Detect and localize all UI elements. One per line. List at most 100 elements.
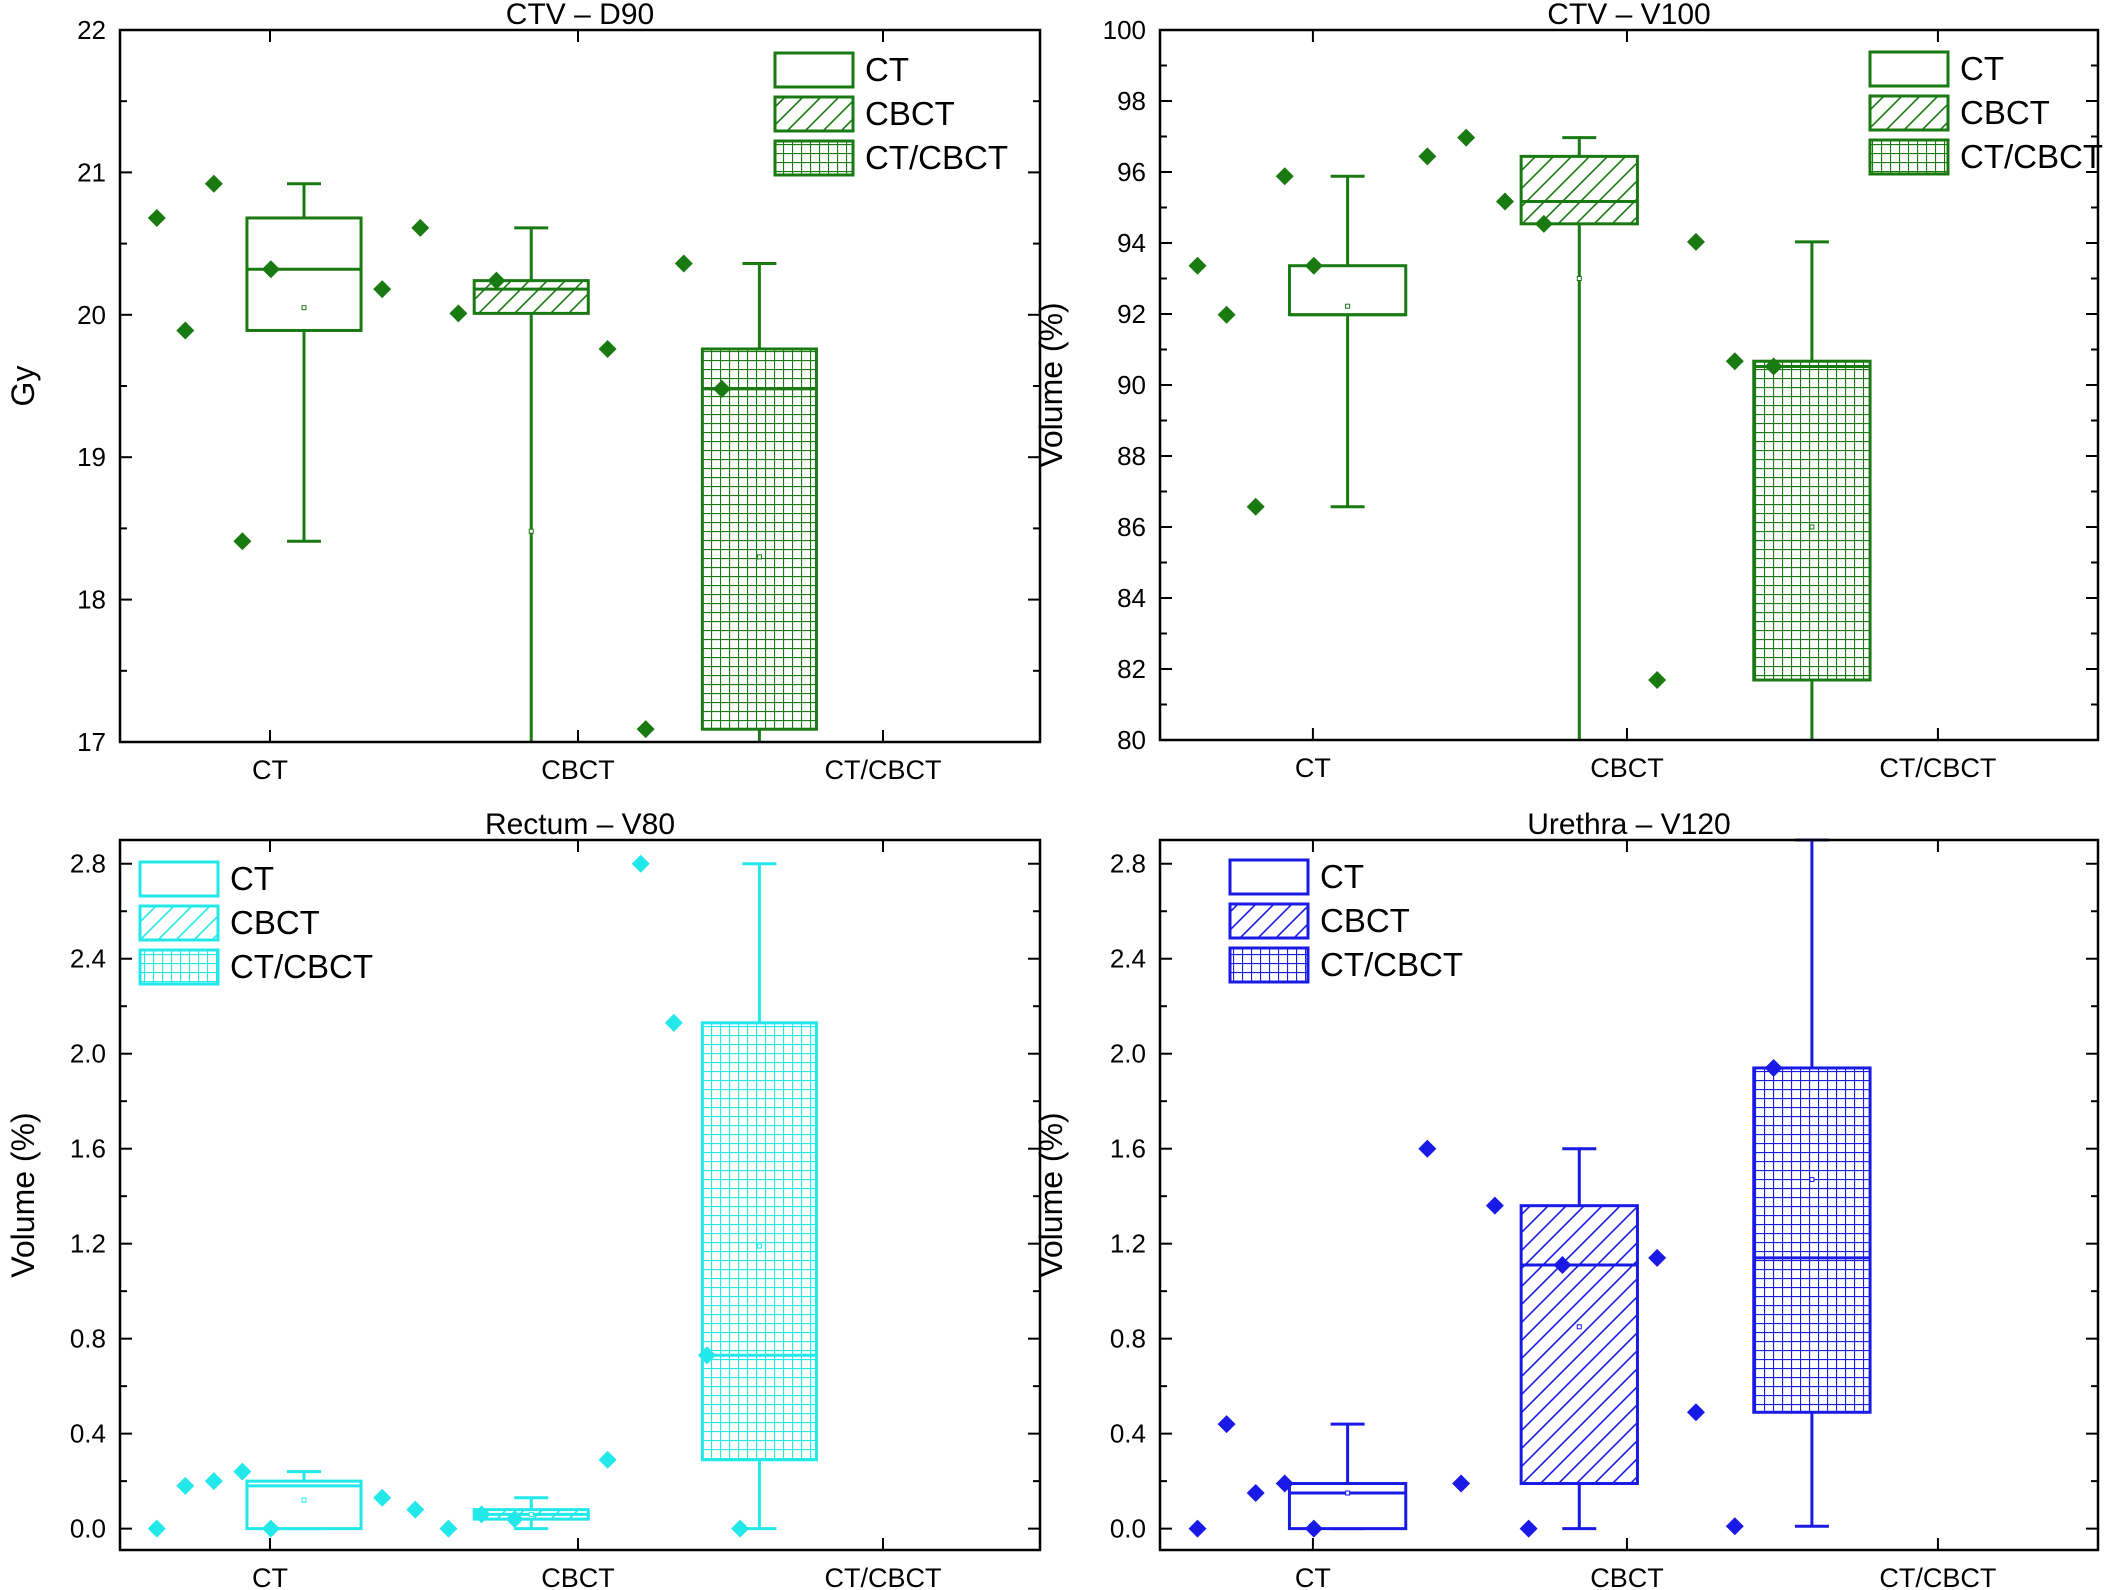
y-tick-label: 0.8	[70, 1324, 106, 1354]
y-tick-label: 2.4	[1110, 944, 1146, 974]
mean-marker	[528, 1511, 534, 1517]
data-point	[261, 260, 280, 279]
data-point	[1764, 357, 1783, 376]
legend-label: CT	[1320, 858, 1364, 895]
data-point	[1534, 214, 1553, 233]
y-tick-label: 1.2	[1110, 1229, 1146, 1259]
box	[1519, 1204, 1639, 1486]
data-point	[147, 1519, 166, 1538]
data-point	[1485, 1196, 1504, 1215]
series-ct	[1188, 1415, 1408, 1538]
legend-swatch	[138, 860, 220, 898]
y-tick-label: 0.0	[1110, 1514, 1146, 1544]
legend-label: CT	[865, 51, 909, 88]
legend-label: CBCT	[865, 95, 955, 132]
series-ct	[1188, 167, 1408, 516]
data-point	[439, 1519, 458, 1538]
plot-frame	[1158, 838, 2100, 1552]
box	[245, 1479, 363, 1531]
chart-title: Urethra – V120	[1527, 808, 1730, 841]
series-ct-cbct	[1648, 232, 1872, 740]
data-point	[1275, 167, 1294, 186]
box	[700, 347, 818, 731]
data-point	[176, 1476, 195, 1495]
x-category-label: CT/CBCT	[1879, 1563, 1996, 1590]
y-tick-label: 82	[1117, 654, 1146, 684]
box	[700, 1021, 818, 1462]
x-category-label: CBCT	[1590, 753, 1664, 783]
mean-marker	[1809, 524, 1815, 530]
legend-label: CT/CBCT	[1320, 946, 1463, 983]
box	[1519, 154, 1639, 226]
legend-swatch	[1868, 94, 1950, 132]
legend-swatch	[773, 95, 855, 133]
y-tick-label: 2.8	[1110, 849, 1146, 879]
y-tick-label: 96	[1117, 157, 1146, 187]
y-axis-ticks: 0.0 0.4 0.8 1.2 1.6 2.0 2.4 2.8 CT CBCT CT/CBCT	[70, 840, 1040, 1590]
chart-panel-4: 0.0 0.4 0.8 1.2 1.6 2.0 2.4 2.8 CT CBCT CT/CBCT Ure…	[1033, 808, 2100, 1590]
box	[1752, 359, 1872, 682]
y-tick-label: 84	[1117, 583, 1146, 613]
plot-frame	[118, 28, 1042, 744]
data-point	[731, 1519, 750, 1538]
box	[472, 279, 590, 315]
data-point	[449, 304, 468, 323]
data-point	[472, 1505, 491, 1524]
plot-frame	[118, 838, 1042, 1552]
data-point	[1648, 1248, 1667, 1267]
mean-marker	[1576, 276, 1582, 281]
legend: CT CBCT CT/CBCT	[773, 51, 1008, 177]
y-axis-ticks: 0.0 0.4 0.8 1.2 1.6 2.0 2.4 2.8 CT CBCT CT/CBCT	[1110, 840, 2098, 1590]
data-point	[406, 1500, 425, 1519]
data-point	[1188, 256, 1207, 275]
chart-title: CTV – D90	[506, 0, 654, 31]
mean-marker	[1345, 303, 1351, 309]
legend-label: CT/CBCT	[865, 139, 1008, 176]
x-category-label: CBCT	[1590, 1563, 1664, 1590]
legend: CT CBCT CT/CBCT	[138, 860, 373, 986]
legend-label: CT	[230, 860, 274, 897]
data-point	[487, 271, 506, 290]
data-point	[1304, 1519, 1323, 1538]
x-category-label: CT/CBCT	[825, 755, 942, 785]
data-point	[1246, 497, 1265, 516]
box	[1287, 1482, 1408, 1531]
x-category-label: CT	[1295, 753, 1331, 783]
data-point	[1217, 305, 1236, 324]
y-tick-label: 2.0	[1110, 1039, 1146, 1069]
data-point	[1725, 352, 1744, 371]
legend-swatch	[1868, 50, 1950, 88]
y-tick-label: 98	[1117, 86, 1146, 116]
data-point	[1495, 192, 1514, 211]
y-tick-label: 80	[1117, 725, 1146, 755]
chart-panel-2: 80 82 84 86 88 90 92 94 96 98 100 CT CBCT CT/CBCT CTV …	[1033, 0, 2103, 783]
data-point	[1418, 1139, 1437, 1158]
x-category-label: CBCT	[541, 1563, 615, 1590]
y-axis-label: Gy	[5, 366, 41, 407]
series-cbct	[1418, 128, 1639, 740]
y-axis-label: Volume (%)	[1033, 1112, 1069, 1277]
data-point	[1725, 1517, 1744, 1536]
data-point	[233, 1462, 252, 1481]
data-point	[1188, 1519, 1207, 1538]
y-tick-label: 2.0	[70, 1039, 106, 1069]
legend-label: CBCT	[230, 904, 320, 941]
box	[245, 216, 363, 332]
data-point	[598, 1450, 617, 1469]
y-tick-label: 94	[1117, 228, 1146, 258]
data-point	[1452, 1474, 1471, 1493]
y-tick-label: 22	[77, 15, 106, 45]
mean-marker	[301, 305, 307, 311]
legend-swatch	[1228, 858, 1310, 896]
mean-marker	[756, 1243, 762, 1249]
legend-label: CT/CBCT	[230, 948, 373, 985]
data-point	[411, 218, 430, 237]
y-tick-label: 21	[77, 157, 106, 187]
y-tick-label: 18	[77, 585, 106, 615]
data-point	[147, 208, 166, 227]
chart-panel-3: 0.0 0.4 0.8 1.2 1.6 2.0 2.4 2.8 CT CBCT CT/CBCT Rec…	[5, 808, 1042, 1590]
data-point	[1304, 256, 1323, 275]
x-category-label: CT/CBCT	[825, 1563, 942, 1590]
series-ct-cbct	[598, 254, 818, 742]
x-category-label: CT	[252, 1563, 288, 1590]
